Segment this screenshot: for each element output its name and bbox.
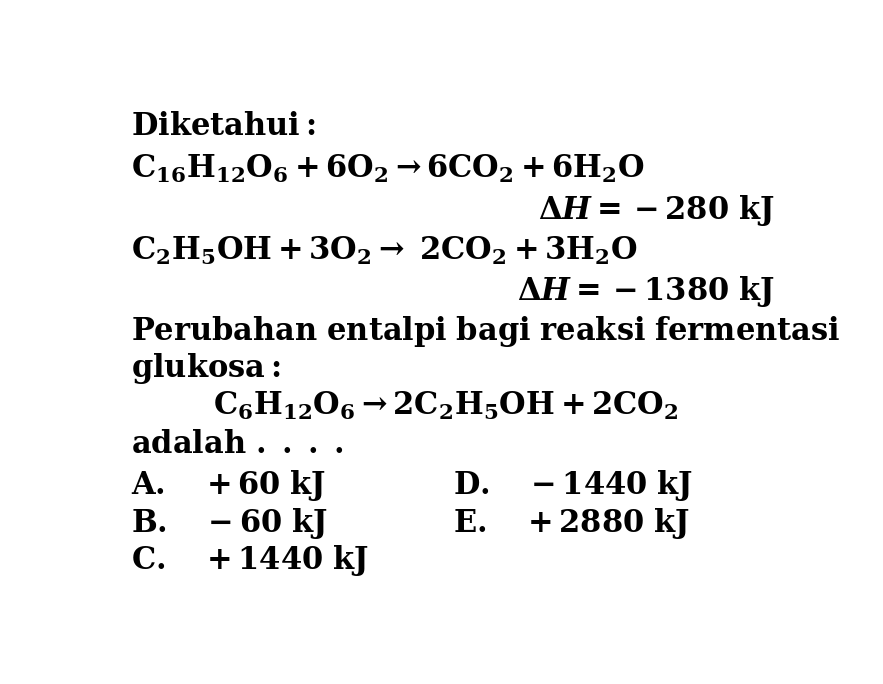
Text: $\mathbf{C_6H_{12}O_6 \rightarrow 2C_2H_5OH + 2CO_2}$: $\mathbf{C_6H_{12}O_6 \rightarrow 2C_2H_… bbox=[213, 390, 679, 422]
Text: $\mathbf{C_{16}H_{12}O_6 + 6O_2 \rightarrow 6CO_2 + 6H_2O}$: $\mathbf{C_{16}H_{12}O_6 + 6O_2 \rightar… bbox=[131, 153, 645, 185]
Text: $\mathbf{A.\quad +60\ kJ}$: $\mathbf{A.\quad +60\ kJ}$ bbox=[131, 468, 326, 503]
Text: $\mathbf{D.\quad -1440\ kJ}$: $\mathbf{D.\quad -1440\ kJ}$ bbox=[453, 468, 692, 503]
Text: $\mathbf{adalah\ .\ .\ .\ .}$: $\mathbf{adalah\ .\ .\ .\ .}$ bbox=[131, 429, 343, 460]
Text: $\mathbf{E.\quad +2880\ kJ}$: $\mathbf{E.\quad +2880\ kJ}$ bbox=[453, 505, 689, 540]
Text: $\mathbf{glukosa:}$: $\mathbf{glukosa:}$ bbox=[131, 351, 281, 386]
Text: $\mathbf{Diketahui:}$: $\mathbf{Diketahui:}$ bbox=[131, 111, 315, 142]
Text: $\mathbf{\Delta}\boldsymbol{H}\mathbf{= -280\ kJ}$: $\mathbf{\Delta}\boldsymbol{H}\mathbf{= … bbox=[538, 193, 774, 228]
Text: $\mathbf{C.\quad +1440\ kJ}$: $\mathbf{C.\quad +1440\ kJ}$ bbox=[131, 544, 368, 579]
Text: $\mathbf{\Delta}\boldsymbol{H}\mathbf{= -1380\ kJ}$: $\mathbf{\Delta}\boldsymbol{H}\mathbf{= … bbox=[517, 274, 774, 309]
Text: $\mathbf{Perubahan\ entalpi\ bagi\ reaksi\ fermentasi}$: $\mathbf{Perubahan\ entalpi\ bagi\ reaks… bbox=[131, 314, 841, 349]
Text: $\mathbf{C_2H_5OH + 3O_2 \rightarrow \ 2CO_2 + 3H_2O}$: $\mathbf{C_2H_5OH + 3O_2 \rightarrow \ 2… bbox=[131, 235, 638, 267]
Text: $\mathbf{B.\quad -60\ kJ}$: $\mathbf{B.\quad -60\ kJ}$ bbox=[131, 505, 328, 540]
